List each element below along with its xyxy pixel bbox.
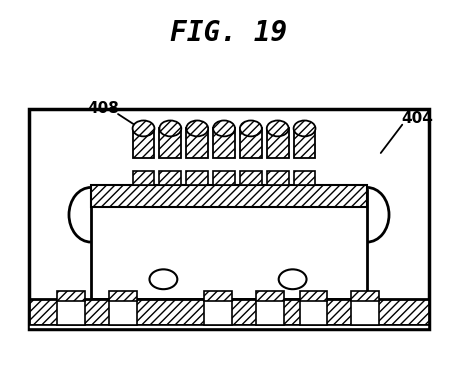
Bar — [159, 128, 181, 158]
Bar — [300, 291, 327, 301]
Bar — [159, 171, 181, 185]
Bar — [256, 291, 284, 301]
Bar — [213, 171, 235, 185]
Bar — [240, 171, 262, 185]
Bar — [204, 291, 232, 301]
Bar — [294, 128, 316, 158]
Ellipse shape — [279, 269, 306, 289]
Bar — [204, 299, 232, 325]
Bar — [267, 171, 289, 185]
Ellipse shape — [213, 120, 235, 137]
Ellipse shape — [240, 120, 262, 137]
Bar — [267, 128, 289, 158]
Bar — [240, 128, 262, 158]
Ellipse shape — [159, 120, 181, 137]
Text: 404: 404 — [401, 111, 433, 126]
Ellipse shape — [186, 120, 208, 137]
Bar — [91, 190, 367, 299]
Bar — [300, 299, 327, 325]
Bar — [186, 128, 208, 158]
Bar — [294, 171, 316, 185]
Bar — [132, 171, 154, 185]
Bar — [351, 299, 379, 325]
Ellipse shape — [132, 120, 154, 137]
Text: FIG. 19: FIG. 19 — [170, 19, 288, 47]
Bar — [29, 325, 429, 329]
Text: 408: 408 — [87, 101, 119, 116]
Bar — [57, 299, 85, 325]
Bar — [29, 299, 429, 325]
Ellipse shape — [267, 120, 289, 137]
Bar — [29, 109, 429, 329]
Bar — [213, 128, 235, 158]
Bar — [132, 128, 154, 158]
Bar — [57, 291, 85, 301]
Bar — [351, 291, 379, 301]
Bar — [109, 291, 136, 301]
Ellipse shape — [294, 120, 316, 137]
Bar — [256, 299, 284, 325]
Ellipse shape — [149, 269, 177, 289]
Bar — [91, 185, 367, 207]
Bar — [109, 299, 136, 325]
Bar — [186, 171, 208, 185]
